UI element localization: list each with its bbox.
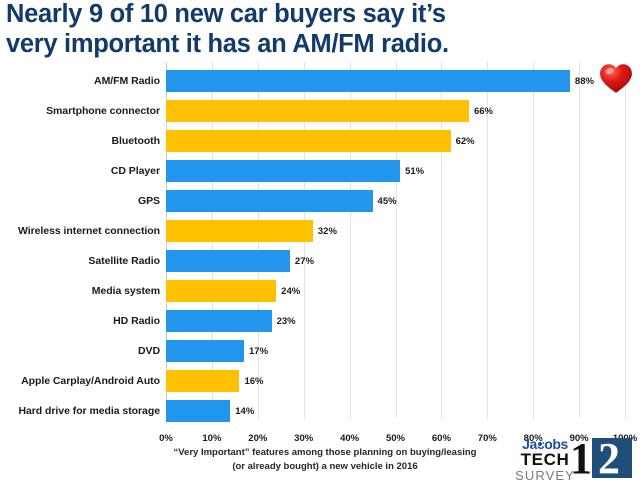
bar xyxy=(166,340,245,362)
category-label: Smartphone connector xyxy=(46,105,160,117)
category-label: AM/FM Radio xyxy=(94,75,160,87)
bar xyxy=(166,70,570,92)
logo-brand: Jacobs xyxy=(503,437,587,451)
x-axis-tick-label: 70% xyxy=(477,433,497,444)
gridline xyxy=(487,62,489,419)
title-line-2: very important it has an AM/FM radio. xyxy=(6,30,449,58)
bar-value-label: 17% xyxy=(249,345,269,357)
bar-row: DVD 17% xyxy=(0,336,640,366)
bar-row: Bluetooth 62% xyxy=(0,126,640,156)
bar-value-label: 14% xyxy=(235,405,255,417)
logo-brand-text: Jacobs xyxy=(522,436,568,452)
bar-container: 27% xyxy=(166,246,625,276)
logo-numeral-one: 1 xyxy=(570,434,592,483)
footnote-line-1: “Very Important” features among those pl… xyxy=(173,447,477,458)
bar-value-label: 23% xyxy=(276,315,296,327)
category-label: Hard drive for media storage xyxy=(18,405,160,417)
category-label: Wireless internet connection xyxy=(17,225,160,237)
logo-numeral-square xyxy=(592,438,632,478)
category-label: DVD xyxy=(137,345,160,357)
bar-value-label: 16% xyxy=(244,375,264,387)
bar xyxy=(166,220,313,242)
category-label: Bluetooth xyxy=(111,135,160,147)
bar-value-label: 51% xyxy=(405,165,425,177)
gridline xyxy=(395,62,397,419)
bar xyxy=(166,400,231,422)
bar xyxy=(166,190,373,212)
category-label: Apple Carplay/Android Auto xyxy=(21,375,160,387)
jacobs-tech-survey-logo: Jacobs TECH SURVEY 1 2 xyxy=(497,437,640,483)
bar-row: CD Player 51% xyxy=(0,156,640,186)
category-label: Satellite Radio xyxy=(88,255,160,267)
footnote-line-2: (or already bought) a new vehicle in 201… xyxy=(232,460,418,472)
bar-container: 45% xyxy=(166,186,625,216)
bar xyxy=(166,310,272,332)
logo-numeral-two: 2 xyxy=(598,434,620,483)
bar-row: Apple Carplay/Android Auto 16% xyxy=(0,366,640,396)
bar-value-label: 88% xyxy=(574,75,594,87)
bar-container: 14% xyxy=(166,396,625,426)
heart-icon xyxy=(599,62,633,94)
gridline xyxy=(533,62,535,419)
bar-container: 88% xyxy=(166,66,625,96)
footnote: “Very Important” features among those pl… xyxy=(150,446,500,473)
gridline xyxy=(625,62,626,419)
x-axis-tick-label: 20% xyxy=(248,433,268,444)
bar-container: 17% xyxy=(166,336,625,366)
bar xyxy=(166,250,290,272)
bar-row: GPS 45% xyxy=(0,186,640,216)
category-label: HD Radio xyxy=(113,315,160,327)
bar-row: AM/FM Radio 88% xyxy=(0,66,640,96)
bar-row: Satellite Radio 27% xyxy=(0,246,640,276)
page-title: Nearly 9 of 10 new car buyers say it’s v… xyxy=(6,0,634,59)
bar-chart: AM/FM Radio 88% Smartphone connector 66% Blu… xyxy=(0,58,640,433)
category-label: Media system xyxy=(91,285,160,297)
logo-numeral: 1 2 xyxy=(570,434,632,483)
x-axis-tick-label: 50% xyxy=(385,433,406,444)
gridline xyxy=(579,62,581,419)
bar-container: 16% xyxy=(166,366,625,396)
bar-value-label: 62% xyxy=(455,135,475,147)
bar-container: 51% xyxy=(166,156,625,186)
bar-value-label: 27% xyxy=(294,255,314,267)
category-label: CD Player xyxy=(110,165,160,177)
bar-container: 24% xyxy=(166,276,625,306)
x-axis-tick-label: 90% xyxy=(569,433,589,444)
x-axis-tick-label: 30% xyxy=(294,433,314,444)
bar-value-label: 66% xyxy=(473,105,493,117)
bar-row: Smartphone connector 66% xyxy=(0,96,640,126)
bar-container: 66% xyxy=(166,96,625,126)
x-axis-tick-label: 80% xyxy=(523,433,543,444)
x-axis-tick-label: 10% xyxy=(202,433,222,444)
category-label: GPS xyxy=(137,195,160,207)
bar-row: Hard drive for media storage 14% xyxy=(0,396,640,426)
gridline xyxy=(441,62,443,419)
title-line-1: Nearly 9 of 10 new car buyers say it’s xyxy=(6,0,446,28)
x-axis-tick-label: 40% xyxy=(340,433,360,444)
bar-container: 23% xyxy=(166,306,625,336)
bar xyxy=(166,280,277,302)
bar xyxy=(166,100,469,122)
bar-value-label: 24% xyxy=(281,285,301,297)
bar-value-label: 32% xyxy=(317,225,337,237)
bar xyxy=(166,130,451,152)
bar-row: Wireless internet connection 32% xyxy=(0,216,640,246)
bar xyxy=(166,370,240,392)
bar-container: 62% xyxy=(166,126,625,156)
logo-word-tech: TECH xyxy=(520,450,570,469)
bar-container: 32% xyxy=(166,216,625,246)
logo-word-survey: SURVEY xyxy=(515,468,575,483)
x-axis-tick-label: 60% xyxy=(431,433,451,444)
gridline xyxy=(349,62,351,419)
logo-dot-icon xyxy=(537,441,543,447)
bar-row: HD Radio 23% xyxy=(0,306,640,336)
bar-row: Media system 24% xyxy=(0,276,640,306)
bar xyxy=(166,160,401,182)
bar-value-label: 45% xyxy=(377,195,397,207)
logo-wordmark: Jacobs TECH SURVEY xyxy=(503,437,587,482)
x-axis-tick-label: 0% xyxy=(159,433,173,444)
